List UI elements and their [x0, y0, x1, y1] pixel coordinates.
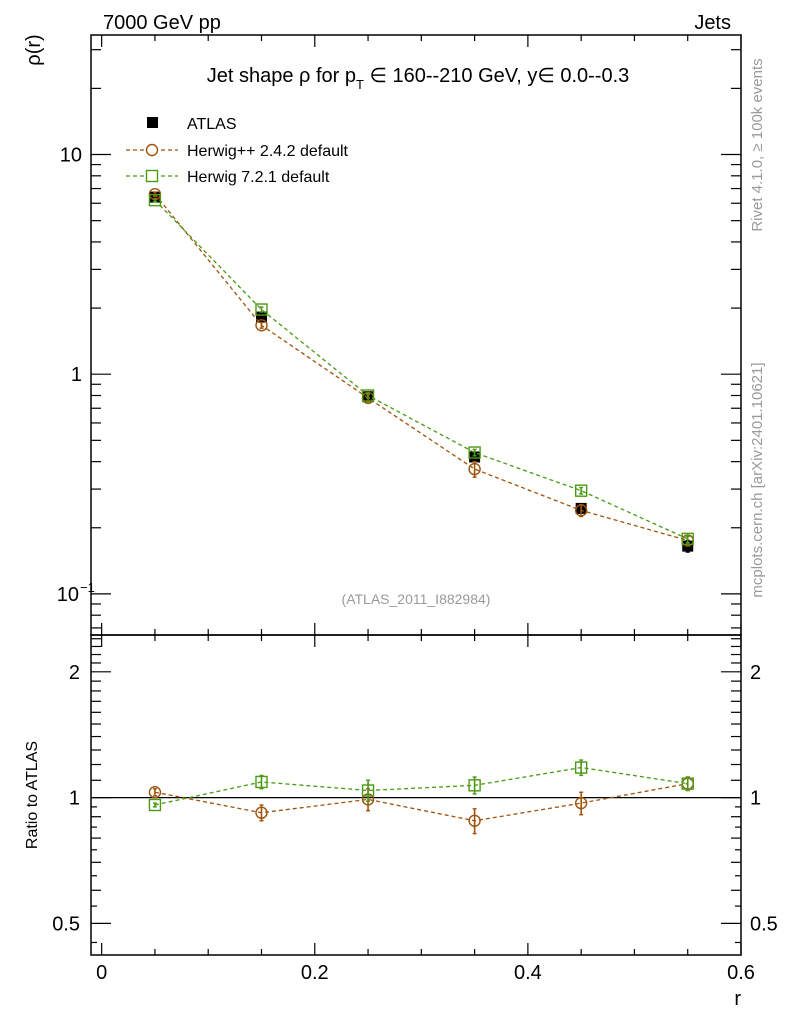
ratio-y-tick-label-left-0: 0.5: [52, 913, 80, 935]
rivet-version-label: Rivet 4.1.0, ≥ 100k events: [749, 58, 766, 231]
main-point: [681, 532, 694, 546]
ratio-point: [255, 775, 268, 789]
ratio-point: [681, 777, 694, 790]
x-tick-label-2: 0.4: [514, 962, 542, 984]
main-y-tick-label-2: 10: [60, 145, 82, 167]
legend-marker-herwigpp: [145, 143, 159, 157]
legend: ATLAS Herwig++ 2.4.2 default Herwig 7.2.…: [126, 116, 349, 186]
main-point: [148, 193, 162, 207]
x-tick-label-0: 0: [96, 962, 107, 984]
analysis-watermark: (ATLAS_2011_I882984): [342, 591, 491, 607]
main-y-tick-label-1: 1: [71, 364, 82, 386]
ratio-point: [361, 784, 375, 797]
main-y-tick-label-base: 10: [57, 584, 79, 606]
main-series-line: [154, 199, 688, 540]
ratio-panel-frame: [90, 634, 742, 956]
ratio-panel-ticks: 0 0.2 0.4 0.6 0.5 0.5 1 1 2 2: [52, 638, 778, 984]
main-panel-series: [148, 187, 694, 553]
ratio-series-herwig-7-2-1-default: [148, 759, 694, 812]
mcplots-credit-label: mcplots.cern.ch [arXiv:2401.10621]: [749, 362, 766, 597]
main-point: [469, 451, 481, 463]
ratio-panel-series: [148, 759, 694, 835]
x-axis-label: r: [734, 988, 741, 1010]
legend-label-herwigpp: Herwig++ 2.4.2 default: [187, 143, 349, 160]
main-point: [149, 191, 161, 203]
ratio-point: [468, 779, 481, 792]
main-point: [574, 504, 588, 517]
ratio-y-tick-label-right-0: 0.5: [750, 913, 778, 935]
chart-title: Jet shape ρ for pT ∈ 160--210 GeV, y∈ 0.…: [207, 65, 630, 92]
ratio-point: [574, 761, 588, 774]
legend-label-atlas: ATLAS: [187, 116, 237, 133]
ratio-point: [468, 814, 481, 827]
ratio-point: [574, 796, 588, 810]
main-y-tick-label-0: 10 −1: [57, 580, 95, 606]
ratio-point: [148, 786, 162, 799]
main-y-axis-label: ρ(r): [23, 34, 45, 65]
main-series-herwig-7-2-1-default: [148, 193, 694, 546]
x-tick-label-3: 0.6: [727, 962, 755, 984]
ratio-y-tick-label-right-2: 2: [750, 662, 761, 684]
main-point: [255, 319, 268, 332]
header-energy-label: 7000 GeV pp: [103, 12, 221, 34]
main-point: [255, 303, 268, 316]
legend-label-herwig7: Herwig 7.2.1 default: [187, 169, 330, 186]
ratio-series-line: [154, 782, 688, 822]
main-series-herwig-2-4-2-default: [148, 187, 694, 547]
x-tick-label-1: 0.2: [301, 962, 329, 984]
main-series-atlas: [149, 191, 694, 553]
ratio-series-herwig-2-4-2-default: [148, 776, 694, 835]
ratio-y-axis-label: Ratio to ATLAS: [24, 741, 41, 849]
main-point: [574, 484, 588, 497]
main-point: [255, 311, 267, 323]
main-point: [361, 389, 375, 402]
ratio-y-tick-label-right-1: 1: [750, 788, 761, 810]
chart-title-subscript: T: [356, 77, 364, 92]
main-point: [468, 446, 481, 459]
main-y-tick-label-exponent: −1: [80, 580, 95, 595]
chart-title-tail: ∈ 160--210 GeV, y∈ 0.0--0.3: [364, 65, 629, 87]
main-point: [468, 462, 481, 476]
legend-marker-herwig7: [145, 169, 159, 183]
ratio-series-line: [154, 766, 688, 806]
ratio-y-tick-label-left-1: 1: [69, 788, 80, 810]
chart-title-lead: Jet shape ρ for p: [207, 65, 356, 87]
ratio-y-tick-label-left-2: 2: [69, 662, 80, 684]
legend-marker-atlas: [147, 117, 158, 128]
ratio-point: [148, 798, 162, 812]
ratio-point: [255, 806, 268, 819]
header-jets-label: Jets: [694, 12, 731, 34]
main-series-line: [154, 193, 688, 542]
